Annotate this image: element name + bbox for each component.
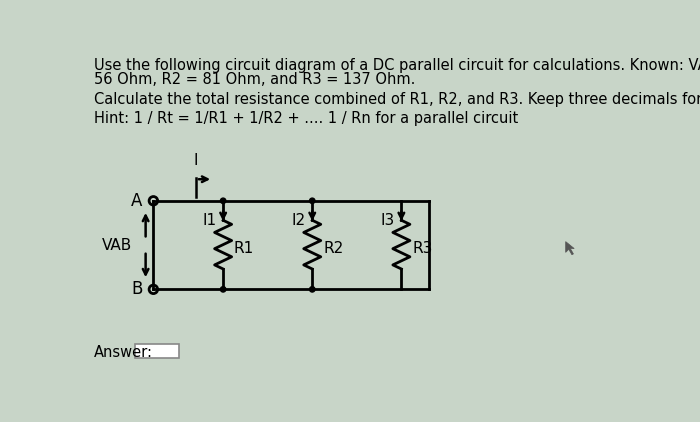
Text: 56 Ohm, R2 = 81 Ohm, and R3 = 137 Ohm.: 56 Ohm, R2 = 81 Ohm, and R3 = 137 Ohm. [94, 72, 415, 87]
Text: I1: I1 [203, 213, 217, 228]
Text: R2: R2 [323, 241, 344, 257]
Polygon shape [566, 242, 574, 255]
Text: Calculate the total resistance combined of R1, R2, and R3. Keep three decimals f: Calculate the total resistance combined … [94, 92, 700, 107]
Circle shape [220, 287, 226, 292]
Text: VAB: VAB [102, 238, 132, 252]
Text: R3: R3 [412, 241, 433, 257]
FancyBboxPatch shape [135, 344, 178, 358]
Text: B: B [131, 280, 143, 298]
Text: Hint: 1 / Rt = 1/R1 + 1/R2 + .... 1 / Rn for a parallel circuit: Hint: 1 / Rt = 1/R1 + 1/R2 + .... 1 / Rn… [94, 111, 518, 126]
Text: A: A [131, 192, 143, 210]
Text: I2: I2 [292, 213, 306, 228]
Text: I: I [194, 154, 198, 168]
Text: Answer:: Answer: [94, 345, 153, 360]
Circle shape [309, 198, 315, 203]
Text: R1: R1 [234, 241, 254, 257]
Circle shape [220, 198, 226, 203]
Text: I3: I3 [381, 213, 395, 228]
Text: Use the following circuit diagram of a DC parallel circuit for calculations. Kno: Use the following circuit diagram of a D… [94, 58, 700, 73]
Circle shape [309, 287, 315, 292]
